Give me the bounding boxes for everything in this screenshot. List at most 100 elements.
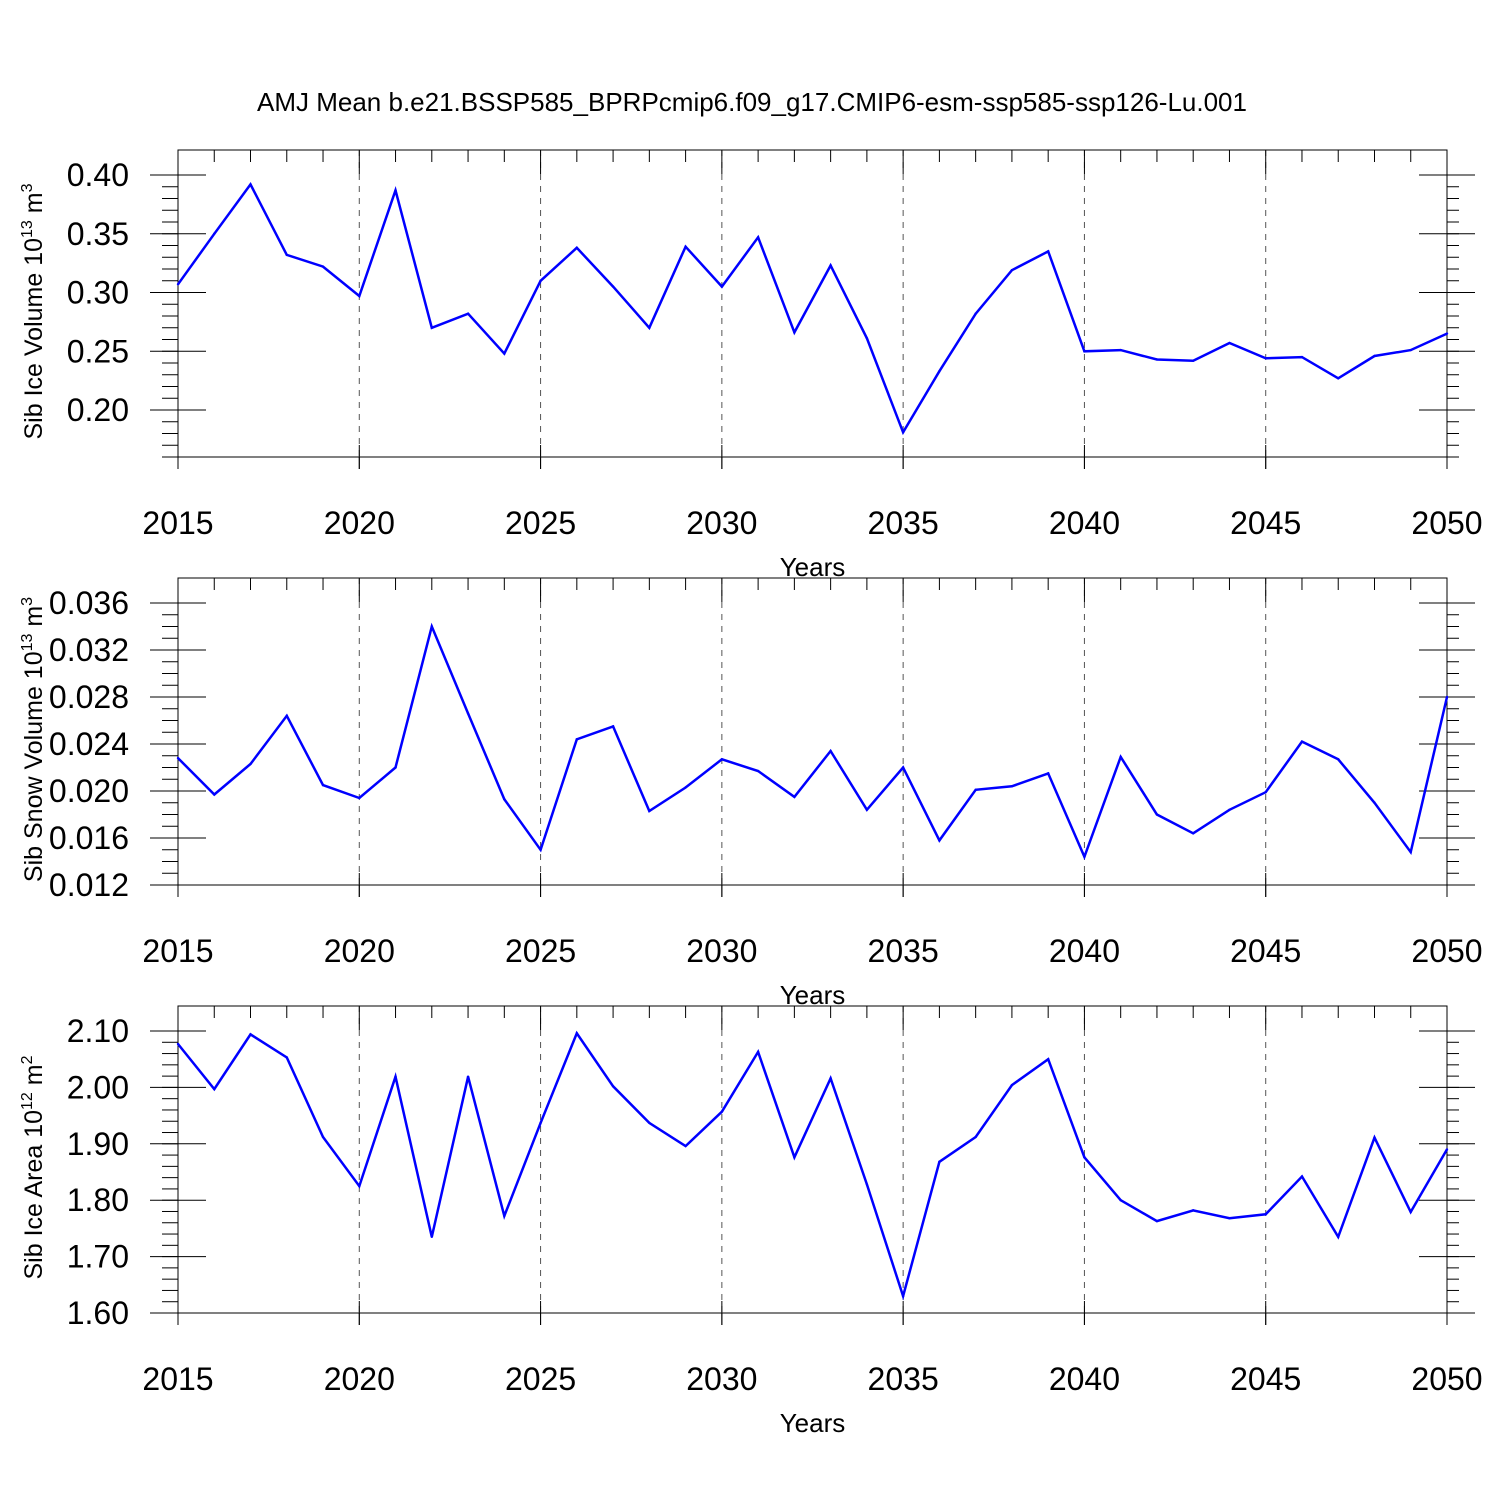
- data-point: [756, 236, 760, 239]
- data-point: [1192, 832, 1195, 835]
- x-axis-title: Years: [780, 980, 846, 1010]
- data-point: [793, 795, 796, 799]
- x-tick-label: 2045: [1230, 1361, 1301, 1397]
- data-point: [1445, 695, 1449, 699]
- data-point: [1010, 785, 1014, 788]
- data-point: [938, 839, 941, 842]
- x-tick-label: 2015: [142, 1361, 213, 1397]
- data-point: [1337, 377, 1340, 380]
- data-point: [1300, 1175, 1304, 1178]
- data-point: [575, 738, 579, 741]
- data-point: [249, 183, 252, 186]
- x-tick-label: 2020: [324, 1361, 395, 1397]
- x-tick-label: 2050: [1411, 1361, 1482, 1397]
- x-tick-label: 2035: [868, 1361, 939, 1397]
- data-point: [213, 232, 216, 235]
- x-tick-label: 2045: [1230, 933, 1301, 969]
- data-point: [1337, 758, 1340, 761]
- data-point: [1337, 1235, 1340, 1239]
- data-point: [394, 766, 397, 769]
- data-point: [829, 749, 832, 753]
- y-tick-label: 2.10: [67, 1013, 129, 1049]
- data-point: [1373, 354, 1376, 358]
- data-point: [974, 788, 977, 792]
- x-tick-label: 2015: [142, 505, 213, 541]
- data-point: [575, 1032, 579, 1035]
- chart-panel-2: 2015 2020 2025 2030 2035 2040 2045 2050 Years 0.0…: [19, 577, 1483, 1010]
- data-point: [720, 758, 724, 761]
- data-point: [1409, 1210, 1412, 1214]
- x-tick-label: 2015: [142, 933, 213, 969]
- data-point: [1373, 1136, 1376, 1139]
- series-line: [177, 1030, 1449, 1301]
- x-tick-label: 2030: [686, 1361, 757, 1397]
- x-tick-label: 2030: [686, 505, 757, 541]
- data-point: [1228, 808, 1231, 811]
- data-point: [1155, 358, 1159, 361]
- data-point: [1192, 1209, 1195, 1212]
- y-tick-label: 0.020: [49, 773, 129, 809]
- data-point: [865, 337, 869, 340]
- y-axis-title: Sib Ice Volume 1013 m3: [19, 183, 48, 439]
- y-tick-label: 1.60: [67, 1295, 129, 1331]
- data-point: [684, 1144, 687, 1148]
- data-point: [466, 1075, 470, 1078]
- data-point: [321, 1135, 325, 1139]
- data-point: [1445, 1148, 1449, 1151]
- data-point: [1046, 250, 1050, 253]
- data-point: [1046, 1058, 1050, 1061]
- x-tick-label: 2050: [1411, 505, 1482, 541]
- figure-title: AMJ Mean b.e21.BSSP585_BPRPcmip6.f09_g17…: [257, 87, 1247, 117]
- data-point: [358, 1184, 361, 1188]
- data-point: [358, 796, 361, 800]
- series-line: [176, 182, 1448, 436]
- x-tick-label: 2025: [505, 933, 576, 969]
- data-point: [539, 848, 542, 851]
- data-point: [539, 1121, 542, 1125]
- data-point: [1010, 1083, 1014, 1087]
- y-tick-label: 0.024: [49, 726, 129, 762]
- x-tick-label: 2020: [324, 933, 395, 969]
- plot-frame: [177, 149, 1448, 458]
- data-point: [1228, 1217, 1231, 1220]
- data-point: [394, 1075, 397, 1078]
- data-point: [503, 352, 506, 355]
- data-point: [430, 625, 433, 628]
- data-point: [1119, 1199, 1122, 1202]
- data-point: [1083, 855, 1086, 858]
- data-point: [213, 1087, 216, 1091]
- data-point: [249, 762, 252, 766]
- y-tick-label: 0.20: [67, 392, 129, 428]
- data-point: [176, 1042, 180, 1046]
- plot-frame: [177, 577, 1448, 886]
- data-point: [1300, 740, 1304, 743]
- data-point: [684, 245, 687, 248]
- y-axis-title: Sib Ice Area 1012 m2: [19, 1055, 48, 1279]
- y-tick-label: 0.032: [49, 632, 129, 668]
- data-point: [611, 285, 615, 288]
- data-point: [575, 246, 579, 250]
- data-point: [756, 769, 760, 773]
- data-point: [321, 265, 325, 268]
- data-point: [285, 1056, 288, 1059]
- data-point: [503, 798, 506, 801]
- data-point: [829, 264, 832, 267]
- x-tick-label: 2020: [324, 505, 395, 541]
- y-tick-label: 0.30: [67, 275, 129, 311]
- y-tick-label: 1.90: [67, 1126, 129, 1162]
- y-tick-label: 1.80: [67, 1182, 129, 1218]
- data-point: [865, 808, 869, 811]
- plot-frame: [177, 1005, 1448, 1314]
- data-point: [430, 326, 433, 329]
- data-point: [901, 431, 905, 434]
- y-tick-label: 1.70: [67, 1239, 129, 1275]
- data-point: [503, 1214, 506, 1218]
- data-point: [176, 283, 180, 286]
- chart-panel-1: 2015 2020 2025 2030 2035 2040 2045 2050 Years 0.2…: [19, 149, 1483, 582]
- x-tick-label: 2050: [1411, 933, 1482, 969]
- data-point: [648, 1121, 651, 1125]
- data-point: [539, 279, 542, 282]
- data-point: [1119, 755, 1122, 759]
- data-point: [611, 1085, 615, 1088]
